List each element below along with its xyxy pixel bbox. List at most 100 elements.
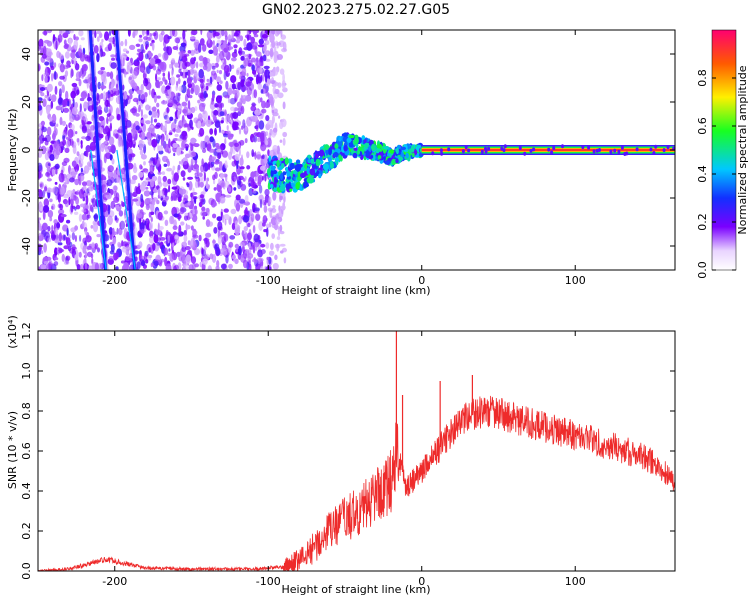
noise-speckle (198, 55, 204, 62)
noise-speckle (213, 179, 216, 185)
noise-speckle (132, 71, 138, 79)
noise-speckle (198, 68, 204, 79)
noise-speckle (257, 44, 265, 48)
noise-speckle (109, 30, 111, 36)
noise-speckle (39, 84, 45, 88)
noise-speckle (258, 221, 263, 231)
noise-speckle (56, 247, 60, 254)
noise-speckle (38, 134, 45, 144)
noise-speckle (217, 221, 223, 231)
noise-speckle (225, 254, 229, 264)
noise-speckle (69, 112, 73, 119)
noise-speckle (257, 137, 261, 142)
noise-speckle (110, 83, 114, 90)
noise-speckle (151, 106, 157, 112)
noise-speckle (74, 114, 80, 121)
noise-speckle (263, 65, 270, 70)
noise-speckle (70, 189, 74, 200)
noise-speckle (51, 113, 57, 124)
noise-speckle (47, 165, 50, 173)
noise-speckle (80, 143, 83, 149)
noise-speckle (140, 154, 147, 160)
noise-speckle (212, 201, 218, 207)
noise-speckle (218, 95, 223, 99)
noise-speckle (203, 166, 206, 174)
noise-speckle (280, 34, 287, 40)
noise-speckle (140, 43, 144, 54)
noise-speckle (255, 51, 262, 57)
noise-speckle (258, 194, 264, 202)
noise-speckle (174, 62, 180, 68)
noise-speckle (219, 111, 225, 117)
x-tick-label: 100 (565, 274, 586, 287)
noise-speckle (227, 34, 232, 43)
noise-speckle (49, 216, 53, 222)
noise-speckle (125, 223, 128, 228)
noise-speckle (74, 235, 77, 242)
noise-speckle (253, 135, 258, 143)
noise-speckle (200, 140, 204, 150)
noise-speckle (224, 160, 228, 169)
noise-speckle (112, 88, 119, 92)
noise-speckle (150, 58, 156, 67)
noise-speckle (248, 263, 252, 270)
noise-speckle (158, 226, 164, 230)
noise-speckle (115, 251, 120, 260)
signal-blob (395, 158, 399, 164)
signal-blob (271, 169, 278, 175)
streak-2 (114, 30, 137, 270)
noise-speckle (96, 53, 100, 63)
signal-blob (310, 158, 315, 164)
noise-speckle (73, 58, 76, 66)
noise-speckle (264, 102, 271, 109)
noise-speckle (172, 128, 176, 132)
noise-speckle (282, 73, 285, 82)
noise-speckle (59, 203, 64, 211)
noise-speckle (177, 105, 183, 109)
noise-speckle (78, 251, 82, 258)
noise-speckle (273, 54, 278, 64)
noise-speckle (201, 85, 204, 95)
noise-speckle (206, 207, 210, 216)
noise-speckle (237, 180, 242, 190)
noise-speckle (59, 116, 63, 126)
noise-speckle (165, 231, 172, 238)
noise-speckle (81, 209, 87, 213)
carrier-speck (613, 148, 617, 153)
noise-speckle (57, 242, 63, 246)
noise-speckle (64, 147, 70, 153)
noise-speckle (40, 250, 44, 255)
noise-speckle (219, 80, 223, 84)
noise-speckle (248, 183, 251, 187)
noise-speckle (175, 128, 182, 133)
noise-speckle (175, 85, 178, 91)
noise-speckle (38, 128, 42, 136)
noise-speckle (140, 193, 144, 203)
noise-speckle (79, 103, 82, 113)
noise-speckle (38, 189, 42, 193)
noise-speckle (152, 242, 156, 251)
noise-speckle (269, 72, 274, 77)
noise-speckle (184, 153, 191, 159)
noise-speckle (38, 223, 42, 228)
noise-speckle (269, 250, 275, 256)
noise-speckle (136, 213, 143, 218)
noise-speckle (145, 36, 152, 42)
noise-speckle (115, 107, 120, 116)
noise-speckle (110, 200, 116, 210)
noise-speckle (172, 138, 179, 141)
noise-speckle (151, 130, 155, 135)
noise-speckle (229, 97, 236, 105)
noise-speckle (239, 241, 245, 247)
carrier-speck (625, 151, 629, 156)
noise-speckle (69, 242, 73, 247)
noise-speckle (181, 246, 187, 252)
noise-speckle (40, 234, 44, 238)
noise-speckle (44, 94, 48, 99)
noise-speckle (83, 165, 90, 174)
noise-speckle (255, 213, 261, 221)
noise-speckle (116, 176, 119, 184)
noise-speckle (211, 156, 217, 161)
noise-speckle (121, 240, 124, 247)
